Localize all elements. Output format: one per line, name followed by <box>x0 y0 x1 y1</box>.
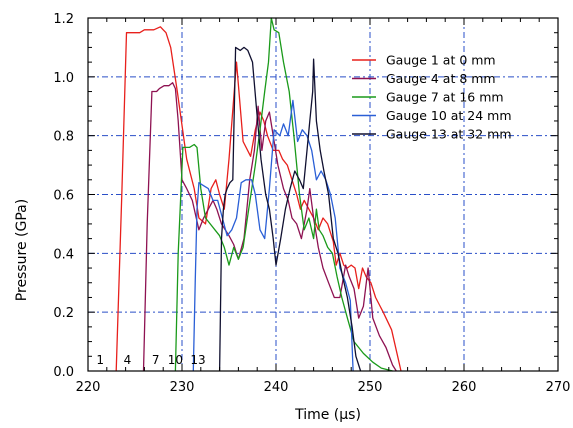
y-tick-label: 0.2 <box>53 306 74 321</box>
gauge-marker-label: 10 <box>168 353 183 367</box>
x-tick-label: 230 <box>170 380 195 395</box>
x-tick-labels: 220 230 240 250 260 270 <box>76 380 571 395</box>
gauge-markers: 1 4 7 10 13 <box>96 353 205 367</box>
gauge-marker-label: 1 <box>96 353 104 367</box>
x-axis-title: Time (µs) <box>294 407 361 423</box>
series-line-5 <box>218 46 362 372</box>
y-tick-label: 0.0 <box>53 365 74 380</box>
x-tick-label: 240 <box>264 380 289 395</box>
y-tick-label: 1.0 <box>53 71 74 86</box>
y-tick-label: 1.2 <box>53 12 74 27</box>
series-line-2 <box>142 82 397 372</box>
x-tick-label: 220 <box>76 380 101 395</box>
series-line-3 <box>174 17 393 372</box>
legend-label: Gauge 4 at 8 mm <box>386 71 496 86</box>
y-tick-label: 0.6 <box>53 189 74 204</box>
gauge-marker-label: 4 <box>124 353 132 367</box>
legend-label: Gauge 13 at 32 mm <box>386 127 512 142</box>
x-tick-label: 270 <box>546 380 571 395</box>
grid-lines <box>88 18 558 371</box>
legend: Gauge 1 at 0 mm Gauge 4 at 8 mm Gauge 7 at… <box>352 53 512 142</box>
x-tick-label: 260 <box>452 380 477 395</box>
legend-label: Gauge 1 at 0 mm <box>386 53 496 68</box>
y-tick-label: 0.8 <box>53 130 74 145</box>
y-tick-labels: 0.0 0.2 0.4 0.6 0.8 1.0 1.2 <box>53 12 74 380</box>
gauge-marker-label: 7 <box>152 353 160 367</box>
y-axis-title: Pressure (GPa) <box>14 199 30 301</box>
series-line-1 <box>115 26 402 372</box>
legend-label: Gauge 10 at 24 mm <box>386 108 512 123</box>
x-tick-label: 250 <box>358 380 383 395</box>
legend-label: Gauge 7 at 16 mm <box>386 90 504 105</box>
plot-area <box>115 17 402 372</box>
y-tick-label: 0.4 <box>53 247 74 262</box>
axis-ticks <box>87 17 559 372</box>
gauge-marker-label: 13 <box>190 353 205 367</box>
